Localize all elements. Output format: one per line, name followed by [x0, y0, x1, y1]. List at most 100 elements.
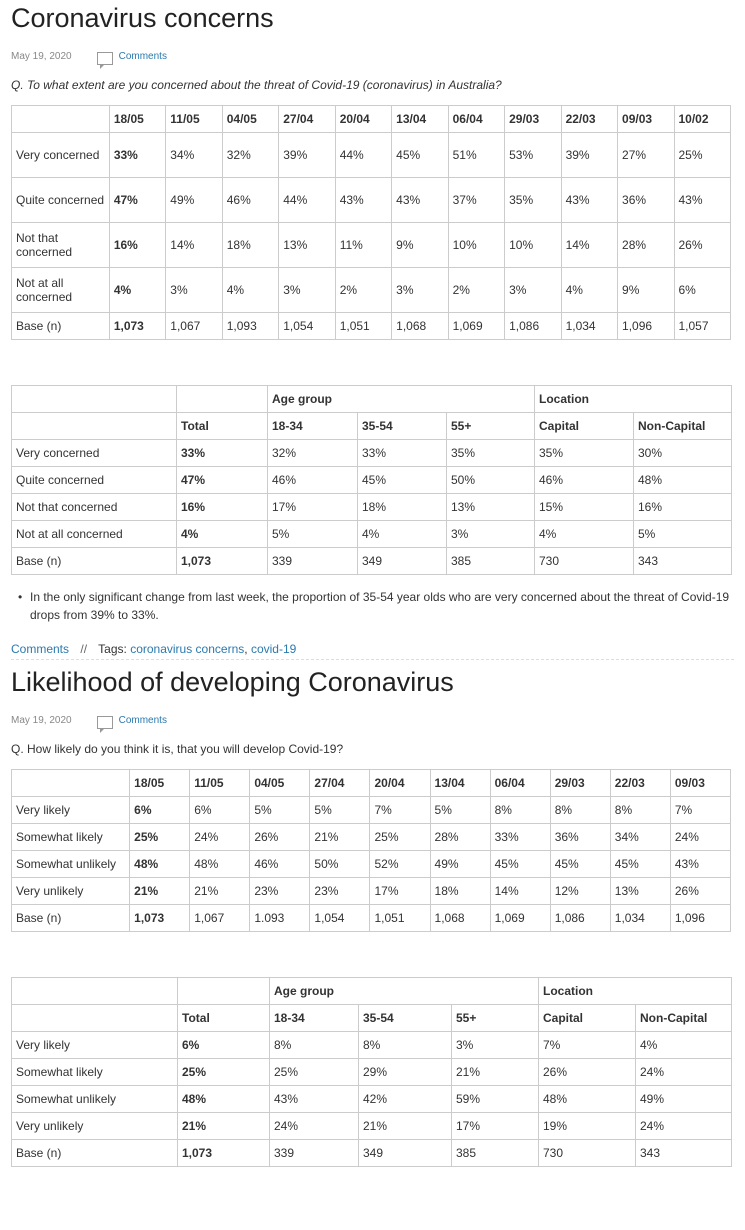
- row-label: Very concerned: [12, 440, 177, 467]
- table-cell: 26%: [670, 878, 730, 905]
- table-cell: 24%: [190, 824, 250, 851]
- table-cell: 1.093: [250, 905, 310, 932]
- table-cell: 349: [358, 548, 447, 575]
- row-label: Not that concerned: [12, 223, 110, 268]
- table-cell: 32%: [268, 440, 358, 467]
- table-row: Very likely 6% 8% 8% 3% 7% 4%: [12, 1032, 732, 1059]
- header-corner: [12, 770, 130, 797]
- table-cell: 24%: [670, 824, 730, 851]
- header-date: 27/04: [279, 106, 335, 133]
- group-header-empty: [12, 978, 178, 1005]
- header-corner: [12, 106, 110, 133]
- table-cell: 3%: [447, 521, 535, 548]
- table-cell: 1,073: [130, 905, 190, 932]
- table-row: Base (n) 1,073 339 349 385 730 343: [12, 548, 732, 575]
- post-divider: [11, 659, 734, 660]
- row-label: Somewhat likely: [12, 824, 130, 851]
- table-cell: 50%: [310, 851, 370, 878]
- table-row: Base (n) 1,073 1,067 1.093 1,054 1,051 1,068 1,…: [12, 905, 731, 932]
- table-cell: 16%: [177, 494, 268, 521]
- header-date: 13/04: [392, 106, 448, 133]
- table-cell: 43%: [674, 178, 731, 223]
- table-cell: 35%: [505, 178, 561, 223]
- table-cell: 36%: [550, 824, 610, 851]
- header-cell: Capital: [539, 1005, 636, 1032]
- header-cell: 55+: [452, 1005, 539, 1032]
- table-cell: 47%: [109, 178, 165, 223]
- table-cell: 10%: [448, 223, 504, 268]
- table-cell: 37%: [448, 178, 504, 223]
- table-cell: 48%: [178, 1086, 270, 1113]
- table-cell: 39%: [279, 133, 335, 178]
- table-cell: 5%: [268, 521, 358, 548]
- header-corner: [12, 1005, 178, 1032]
- row-label: Very likely: [12, 1032, 178, 1059]
- likelihood-demographics-table: Age group Location Total 18-34 35-54 55+ Capit…: [11, 977, 732, 1167]
- table-cell: 28%: [430, 824, 490, 851]
- table-cell: 2%: [448, 268, 504, 313]
- tag-link-coronavirus-concerns[interactable]: coronavirus concerns: [130, 642, 244, 656]
- row-label: Not that concerned: [12, 494, 177, 521]
- table-cell: 4%: [222, 268, 278, 313]
- header-date: 10/02: [674, 106, 731, 133]
- table-cell: 343: [636, 1140, 732, 1167]
- table-cell: 1,096: [670, 905, 730, 932]
- table-cell: 21%: [130, 878, 190, 905]
- table-cell: 48%: [634, 467, 732, 494]
- header-corner: [12, 413, 177, 440]
- table-cell: 14%: [490, 878, 550, 905]
- table-cell: 33%: [177, 440, 268, 467]
- table-cell: 1,034: [610, 905, 670, 932]
- table-cell: 1,034: [561, 313, 617, 340]
- post-footer: Comments // Tags: coronavirus concerns, …: [11, 640, 734, 658]
- header-date: 11/05: [190, 770, 250, 797]
- table-cell: 13%: [610, 878, 670, 905]
- tag-link-covid-19[interactable]: covid-19: [251, 642, 296, 656]
- table-cell: 45%: [550, 851, 610, 878]
- table-cell: 17%: [370, 878, 430, 905]
- question-text: Q. To what extent are you concerned abou…: [11, 78, 734, 92]
- footer-separator: //: [80, 642, 87, 656]
- table-cell: 18%: [430, 878, 490, 905]
- row-label: Base (n): [12, 905, 130, 932]
- footer-comments-link[interactable]: Comments: [11, 642, 69, 656]
- header-cell: 18-34: [270, 1005, 359, 1032]
- comment-icon[interactable]: [97, 52, 113, 65]
- table-row: Very concerned 33% 34% 32% 39% 44% 45% 51% 53% 39…: [12, 133, 731, 178]
- table-cell: 6%: [674, 268, 731, 313]
- comments-link[interactable]: Comments: [119, 715, 167, 726]
- header-cell: 35-54: [358, 413, 447, 440]
- table-cell: 1,067: [166, 313, 222, 340]
- table-cell: 19%: [539, 1113, 636, 1140]
- table-cell: 25%: [370, 824, 430, 851]
- table-cell: 21%: [190, 878, 250, 905]
- table-cell: 35%: [535, 440, 634, 467]
- table-cell: 45%: [392, 133, 448, 178]
- table-cell: 16%: [634, 494, 732, 521]
- post-title-coronavirus-concerns[interactable]: Coronavirus concerns: [11, 0, 734, 36]
- table-row: Not that concerned 16% 14% 18% 13% 11% 9% 10% 10…: [12, 223, 731, 268]
- group-header-empty: [177, 386, 268, 413]
- comments-link[interactable]: Comments: [119, 51, 167, 62]
- table-row: Somewhat likely 25% 25% 29% 21% 26% 24%: [12, 1059, 732, 1086]
- table-row: Somewhat unlikely 48% 43% 42% 59% 48% 49%: [12, 1086, 732, 1113]
- row-label: Very unlikely: [12, 1113, 178, 1140]
- group-header: Age group: [268, 386, 535, 413]
- table-cell: 730: [539, 1140, 636, 1167]
- table-cell: 35%: [447, 440, 535, 467]
- table-cell: 24%: [270, 1113, 359, 1140]
- comment-icon[interactable]: [97, 716, 113, 729]
- table-cell: 32%: [222, 133, 278, 178]
- table-cell: 45%: [490, 851, 550, 878]
- table-row: Very likely 6% 6% 5% 5% 7% 5% 8% 8% 8% 7%: [12, 797, 731, 824]
- table-cell: 3%: [452, 1032, 539, 1059]
- tag-separator: ,: [244, 642, 247, 656]
- table-cell: 8%: [270, 1032, 359, 1059]
- table-cell: 49%: [430, 851, 490, 878]
- header-date: 22/03: [610, 770, 670, 797]
- post-title-likelihood[interactable]: Likelihood of developing Coronavirus: [11, 664, 734, 700]
- header-cell: Total: [177, 413, 268, 440]
- table-cell: 10%: [505, 223, 561, 268]
- table-cell: 7%: [370, 797, 430, 824]
- header-date: 04/05: [250, 770, 310, 797]
